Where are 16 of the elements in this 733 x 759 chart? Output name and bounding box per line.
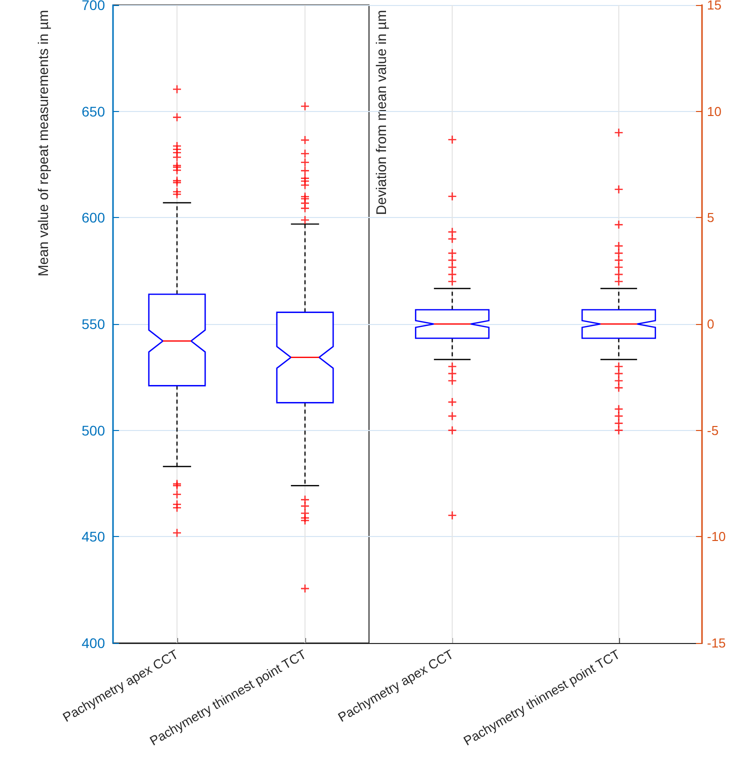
y2-axis-title: Deviation from mean value in µm [373, 10, 389, 215]
y-tick-label: 400 [82, 635, 106, 651]
y2-tick-label: 5 [707, 210, 714, 226]
y2-tick-label: 10 [707, 104, 722, 119]
y-tick-label: 500 [82, 422, 106, 438]
y-axis-title: Mean value of repeat measurements in µm [35, 10, 51, 276]
y-tick-label: 450 [82, 528, 106, 545]
y-tick-label: 600 [82, 210, 106, 226]
y-tick-label: 650 [82, 103, 106, 120]
y-tick-label: 700 [82, 0, 106, 13]
y-tick-label: 550 [82, 316, 106, 332]
y2-tick-label: 15 [707, 0, 722, 12]
y2-tick-label: -5 [707, 422, 719, 438]
y2-tick-label: 0 [707, 316, 714, 332]
y2-tick-label: -15 [707, 636, 726, 650]
y2-tick-label: -10 [707, 529, 726, 544]
